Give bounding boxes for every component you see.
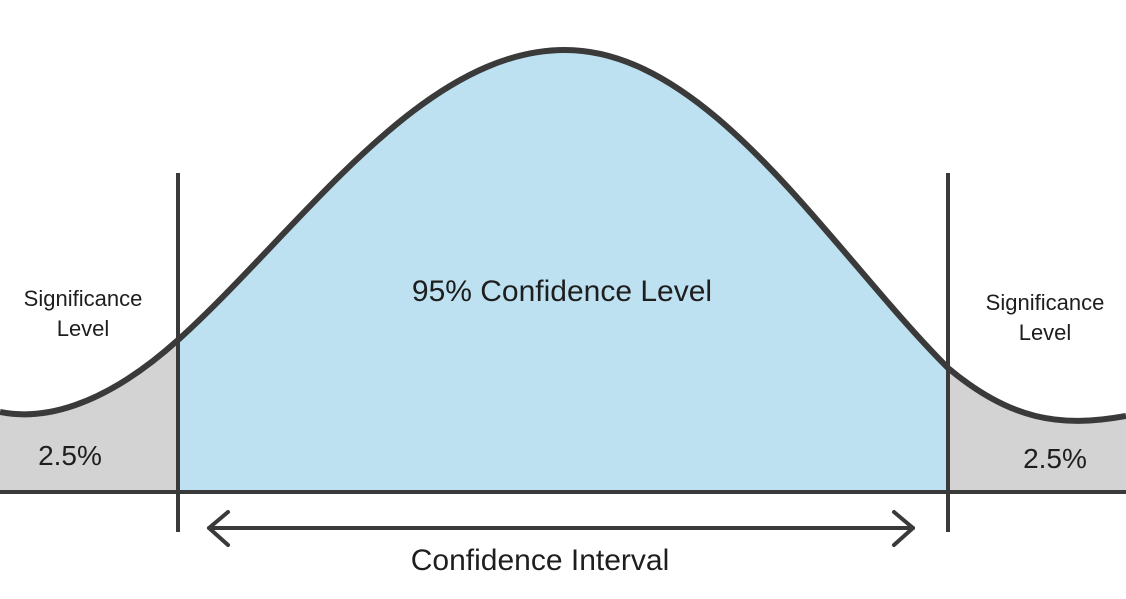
- confidence-level-label: 95% Confidence Level: [412, 275, 712, 308]
- right-significance-label-line2: Level: [1019, 320, 1072, 345]
- left-significance-label-line2: Level: [57, 316, 110, 341]
- left-tail-value: 2.5%: [38, 440, 102, 471]
- right-significance-label-line1: Significance: [986, 290, 1105, 315]
- interval-arrow: [207, 510, 915, 547]
- left-significance-label-line1: Significance: [24, 286, 143, 311]
- normal-curve: [0, 46, 1126, 424]
- confidence-interval-label: Confidence Interval: [411, 544, 670, 577]
- right-tail-value: 2.5%: [1023, 443, 1087, 474]
- arrow-right-head-icon: [892, 510, 915, 547]
- arrow-left-head-icon: [207, 510, 230, 547]
